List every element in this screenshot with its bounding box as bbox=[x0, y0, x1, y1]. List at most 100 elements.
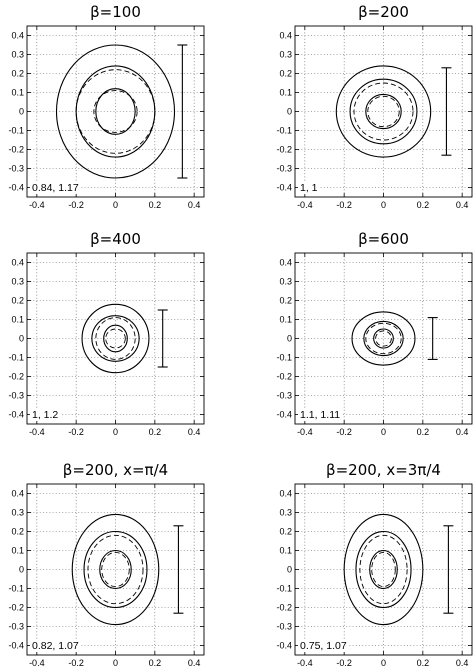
error-bar bbox=[443, 525, 454, 614]
x-tick-label: -0.4 bbox=[297, 658, 313, 668]
y-tick-label: 0.1 bbox=[11, 315, 24, 325]
error-bar bbox=[441, 67, 452, 156]
panel-title: β=200 bbox=[358, 3, 409, 21]
y-tick-label: -0.3 bbox=[8, 164, 24, 174]
annotation-background bbox=[298, 639, 349, 652]
x-tick-label: -0.2 bbox=[336, 200, 352, 210]
y-tick-label: -0.2 bbox=[276, 603, 292, 613]
error-bar bbox=[177, 44, 188, 179]
panel-title: β=200, x=π/4 bbox=[63, 461, 168, 479]
x-tick-label: -0.4 bbox=[297, 427, 313, 437]
solid-contour bbox=[95, 88, 136, 135]
y-tick-label: 0.2 bbox=[279, 296, 292, 306]
y-tick-label: 0.1 bbox=[279, 546, 292, 556]
dashed-contour bbox=[95, 317, 136, 360]
panel-1: β=100 -0.4 -0.2 0 0.2 0.4 0.4 0.3 0.2 0.1 0 -0.1 -0.… bbox=[8, 3, 205, 210]
panel-4: β=600 -0.4 -0.2 0 0.2 0.4 0.4 0.3 0.2 0.1 0 -0.1 -0.… bbox=[276, 230, 473, 437]
y-tick-label: -0.1 bbox=[8, 584, 24, 594]
panel-2: β=200 -0.4 -0.2 0 0.2 0.4 0.4 0.3 0.2 0.1 0 -0.1 -0.… bbox=[276, 3, 473, 210]
y-tick-label: -0.1 bbox=[8, 126, 24, 136]
y-tick-label: -0.1 bbox=[8, 353, 24, 363]
panel-annotation: 0.75, 1.07 bbox=[300, 640, 347, 652]
error-bar bbox=[173, 525, 184, 614]
y-tick-label: -0.1 bbox=[276, 353, 292, 363]
dashed-contour bbox=[371, 551, 396, 588]
solid-contour bbox=[91, 315, 140, 362]
x-tick-label: 0 bbox=[381, 427, 386, 437]
x-tick-label: -0.4 bbox=[297, 200, 313, 210]
error-bar bbox=[157, 309, 168, 368]
y-tick-label: -0.4 bbox=[8, 183, 24, 193]
x-tick-label: -0.4 bbox=[29, 427, 45, 437]
x-tick-label: -0.2 bbox=[68, 658, 84, 668]
y-tick-label: 0.4 bbox=[279, 258, 292, 268]
solid-contour bbox=[355, 530, 412, 609]
y-tick-label: 0.2 bbox=[11, 296, 24, 306]
x-tick-label: -0.2 bbox=[336, 427, 352, 437]
y-tick-label: 0.3 bbox=[279, 277, 292, 287]
x-tick-label: 0 bbox=[381, 658, 386, 668]
solid-contour bbox=[71, 513, 160, 626]
x-tick-label: -0.2 bbox=[336, 658, 352, 668]
y-tick-label: 0.3 bbox=[11, 508, 24, 518]
y-tick-label: 0 bbox=[287, 334, 292, 344]
dashed-contour bbox=[365, 322, 402, 355]
solid-contour bbox=[83, 530, 148, 609]
dashed-contour bbox=[353, 82, 414, 141]
solid-contour bbox=[349, 78, 418, 145]
x-tick-label: 0.2 bbox=[417, 658, 430, 668]
error-bar bbox=[427, 317, 438, 360]
dashed-contour bbox=[359, 534, 408, 605]
panel-annotation: 1, 1.2 bbox=[32, 409, 58, 421]
y-tick-label: -0.4 bbox=[276, 183, 292, 193]
y-tick-label: 0.4 bbox=[11, 258, 24, 268]
y-tick-label: 0 bbox=[19, 107, 24, 117]
annotation-background bbox=[298, 181, 320, 194]
y-tick-label: 0.1 bbox=[279, 315, 292, 325]
solid-contour bbox=[55, 44, 176, 179]
y-tick-label: 0 bbox=[287, 107, 292, 117]
x-tick-label: 0.2 bbox=[149, 658, 162, 668]
y-tick-label: 0.2 bbox=[279, 69, 292, 79]
y-tick-label: -0.1 bbox=[276, 584, 292, 594]
solid-contour bbox=[363, 320, 404, 357]
panel-annotation: 1.1, 1.11 bbox=[300, 409, 340, 421]
y-tick-label: -0.4 bbox=[8, 641, 24, 651]
panel-5: β=200, x=π/4 -0.4 -0.2 0 0.2 0.4 0.4 0.3 0.2 0.1 0… bbox=[8, 461, 205, 668]
y-tick-label: 0.1 bbox=[11, 546, 24, 556]
dashed-contour bbox=[105, 328, 126, 349]
y-tick-label: -0.4 bbox=[8, 410, 24, 420]
annotation-background bbox=[298, 408, 343, 421]
y-tick-label: 0.2 bbox=[11, 69, 24, 79]
x-tick-label: 0.4 bbox=[456, 658, 469, 668]
dashed-contour bbox=[87, 534, 144, 605]
x-tick-label: 0.4 bbox=[456, 427, 469, 437]
y-tick-label: 0.3 bbox=[11, 277, 24, 287]
y-tick-label: 0.4 bbox=[279, 489, 292, 499]
x-tick-label: 0 bbox=[381, 200, 386, 210]
x-tick-label: 0.4 bbox=[188, 658, 201, 668]
panel-title: β=100 bbox=[90, 3, 141, 21]
dashed-contour bbox=[75, 69, 156, 154]
y-tick-label: 0 bbox=[19, 334, 24, 344]
x-tick-label: 0.4 bbox=[188, 200, 201, 210]
solid-contour bbox=[351, 311, 416, 366]
y-tick-label: 0.2 bbox=[279, 527, 292, 537]
panel-3: β=400 -0.4 -0.2 0 0.2 0.4 0.4 0.3 0.2 0.1 0 -0.1 -0.… bbox=[8, 230, 205, 437]
panel-6: β=200, x=3π/4 -0.4 -0.2 0 0.2 0.4 0.4 0.3 0.2 0.1… bbox=[276, 461, 473, 668]
dashed-contour bbox=[375, 330, 392, 347]
x-tick-label: 0 bbox=[113, 200, 118, 210]
x-tick-label: 0 bbox=[113, 658, 118, 668]
panel-annotation: 0.84, 1.17 bbox=[32, 182, 79, 194]
solid-contour bbox=[81, 303, 150, 374]
dashed-contour bbox=[93, 90, 138, 133]
y-tick-label: 0.2 bbox=[11, 527, 24, 537]
y-tick-label: 0 bbox=[287, 565, 292, 575]
solid-contour bbox=[373, 328, 394, 349]
y-tick-label: -0.2 bbox=[276, 372, 292, 382]
x-tick-label: 0.2 bbox=[149, 200, 162, 210]
y-tick-label: 0.3 bbox=[11, 50, 24, 60]
x-tick-label: 0.2 bbox=[417, 200, 430, 210]
x-tick-label: 0.4 bbox=[188, 427, 201, 437]
